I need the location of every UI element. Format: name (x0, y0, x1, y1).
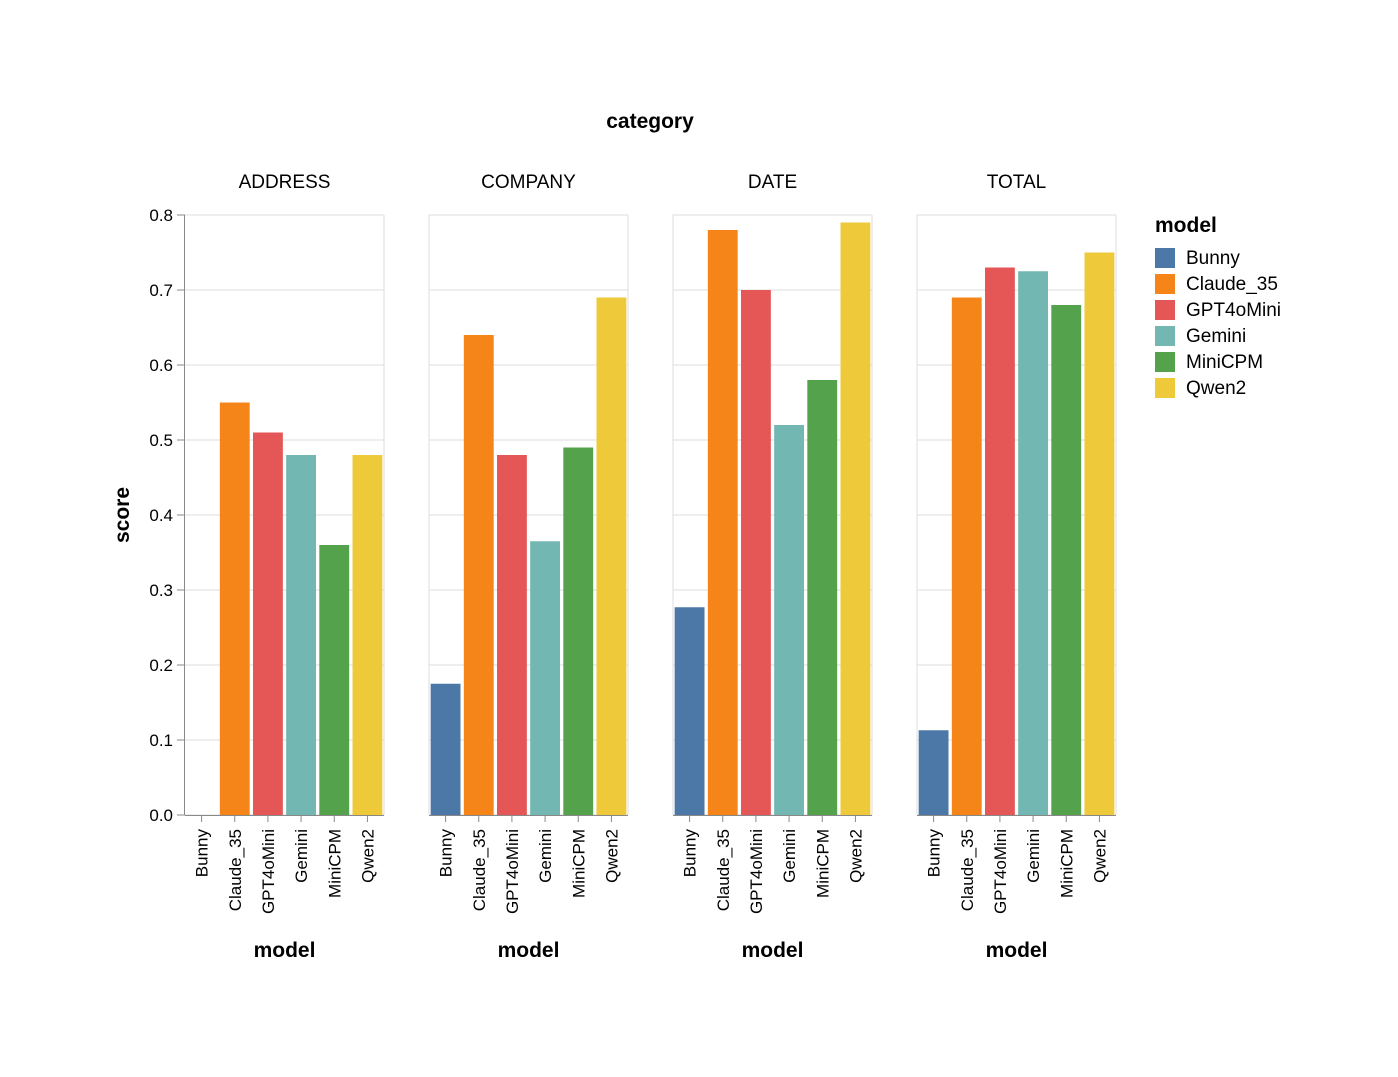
bar-company-gpt4omini (496, 455, 527, 815)
y-tick-label-5: 0.5 (149, 431, 173, 450)
facet-title-address: ADDRESS (239, 172, 331, 193)
legend-title: model (1155, 214, 1217, 237)
legend-label-gpt4omini: GPT4oMini (1186, 300, 1281, 321)
legend-label-bunny: Bunny (1186, 248, 1240, 269)
bar-address-minicpm (319, 545, 350, 815)
x-tick-label-company-gemini: Gemini (536, 829, 555, 883)
bar-company-bunny (430, 683, 461, 815)
x-tick-label-date-gemini: Gemini (780, 829, 799, 883)
y-tick-label-0: 0.0 (149, 806, 173, 825)
x-tick-label-address-gemini: Gemini (292, 829, 311, 883)
facet-header: category (606, 110, 694, 133)
legend-swatch-minicpm (1155, 352, 1175, 372)
bar-company-minicpm (563, 447, 594, 815)
x-tick-label-address-gpt4omini: GPT4oMini (259, 829, 278, 914)
x-tick-label-address-qwen2: Qwen2 (358, 829, 377, 883)
y-tick-label-1: 0.1 (149, 731, 173, 750)
x-axis-title-company: model (498, 939, 560, 962)
bar-address-gpt4omini (252, 432, 283, 815)
bar-date-qwen2 (840, 222, 871, 815)
y-tick-label-4: 0.4 (149, 506, 173, 525)
y-tick-label-7: 0.7 (149, 281, 173, 300)
x-tick-label-date-claude_35: Claude_35 (714, 829, 733, 911)
bar-total-gemini (1018, 271, 1049, 815)
x-tick-label-date-bunny: Bunny (681, 829, 700, 878)
x-tick-label-company-minicpm: MiniCPM (569, 829, 588, 898)
legend-swatch-qwen2 (1155, 378, 1175, 398)
y-tick-label-2: 0.2 (149, 656, 173, 675)
x-tick-label-address-claude_35: Claude_35 (226, 829, 245, 911)
x-tick-label-total-gemini: Gemini (1024, 829, 1043, 883)
x-tick-label-company-gpt4omini: GPT4oMini (503, 829, 522, 914)
x-tick-label-date-minicpm: MiniCPM (813, 829, 832, 898)
bar-date-gpt4omini (740, 290, 771, 815)
x-axis-title-date: model (742, 939, 804, 962)
legend-label-claude_35: Claude_35 (1186, 274, 1278, 295)
bar-address-claude_35 (219, 402, 250, 815)
bar-company-gemini (530, 541, 561, 815)
x-tick-label-date-gpt4omini: GPT4oMini (747, 829, 766, 914)
y-tick-label-6: 0.6 (149, 356, 173, 375)
facet-title-company: COMPANY (481, 172, 576, 193)
x-tick-label-total-claude_35: Claude_35 (958, 829, 977, 911)
y-tick-label-3: 0.3 (149, 581, 173, 600)
x-tick-label-total-gpt4omini: GPT4oMini (991, 829, 1010, 914)
legend-label-gemini: Gemini (1186, 326, 1246, 347)
x-tick-label-total-qwen2: Qwen2 (1090, 829, 1109, 883)
bar-company-qwen2 (596, 297, 627, 815)
legend-label-minicpm: MiniCPM (1186, 352, 1263, 373)
facet-title-total: TOTAL (987, 172, 1046, 193)
bar-total-claude_35 (951, 297, 982, 815)
bar-date-gemini (774, 425, 805, 815)
bar-date-claude_35 (707, 230, 738, 815)
legend-label-qwen2: Qwen2 (1186, 378, 1246, 399)
x-tick-label-company-qwen2: Qwen2 (602, 829, 621, 883)
facet-title-date: DATE (748, 172, 797, 193)
x-tick-label-address-bunny: Bunny (193, 829, 212, 878)
bar-total-qwen2 (1084, 252, 1115, 815)
x-axis-title-total: model (986, 939, 1048, 962)
x-tick-label-company-bunny: Bunny (437, 829, 456, 878)
x-tick-label-date-qwen2: Qwen2 (846, 829, 865, 883)
x-tick-label-company-claude_35: Claude_35 (470, 829, 489, 911)
bar-company-claude_35 (463, 335, 494, 815)
bar-date-minicpm (807, 380, 838, 815)
x-tick-label-total-bunny: Bunny (925, 829, 944, 878)
legend-swatch-bunny (1155, 248, 1175, 268)
y-tick-label-8: 0.8 (149, 206, 173, 225)
legend-swatch-claude_35 (1155, 274, 1175, 294)
bar-total-bunny (918, 730, 949, 815)
bar-address-gemini (286, 455, 317, 815)
x-axis-title-address: model (254, 939, 316, 962)
x-tick-label-total-minicpm: MiniCPM (1057, 829, 1076, 898)
legend-swatch-gemini (1155, 326, 1175, 346)
bar-date-bunny (674, 607, 705, 815)
legend-swatch-gpt4omini (1155, 300, 1175, 320)
y-axis-title: score (111, 487, 134, 543)
bar-address-qwen2 (352, 455, 383, 815)
x-tick-label-address-minicpm: MiniCPM (325, 829, 344, 898)
bar-total-gpt4omini (984, 267, 1015, 815)
bar-total-minicpm (1051, 305, 1082, 815)
